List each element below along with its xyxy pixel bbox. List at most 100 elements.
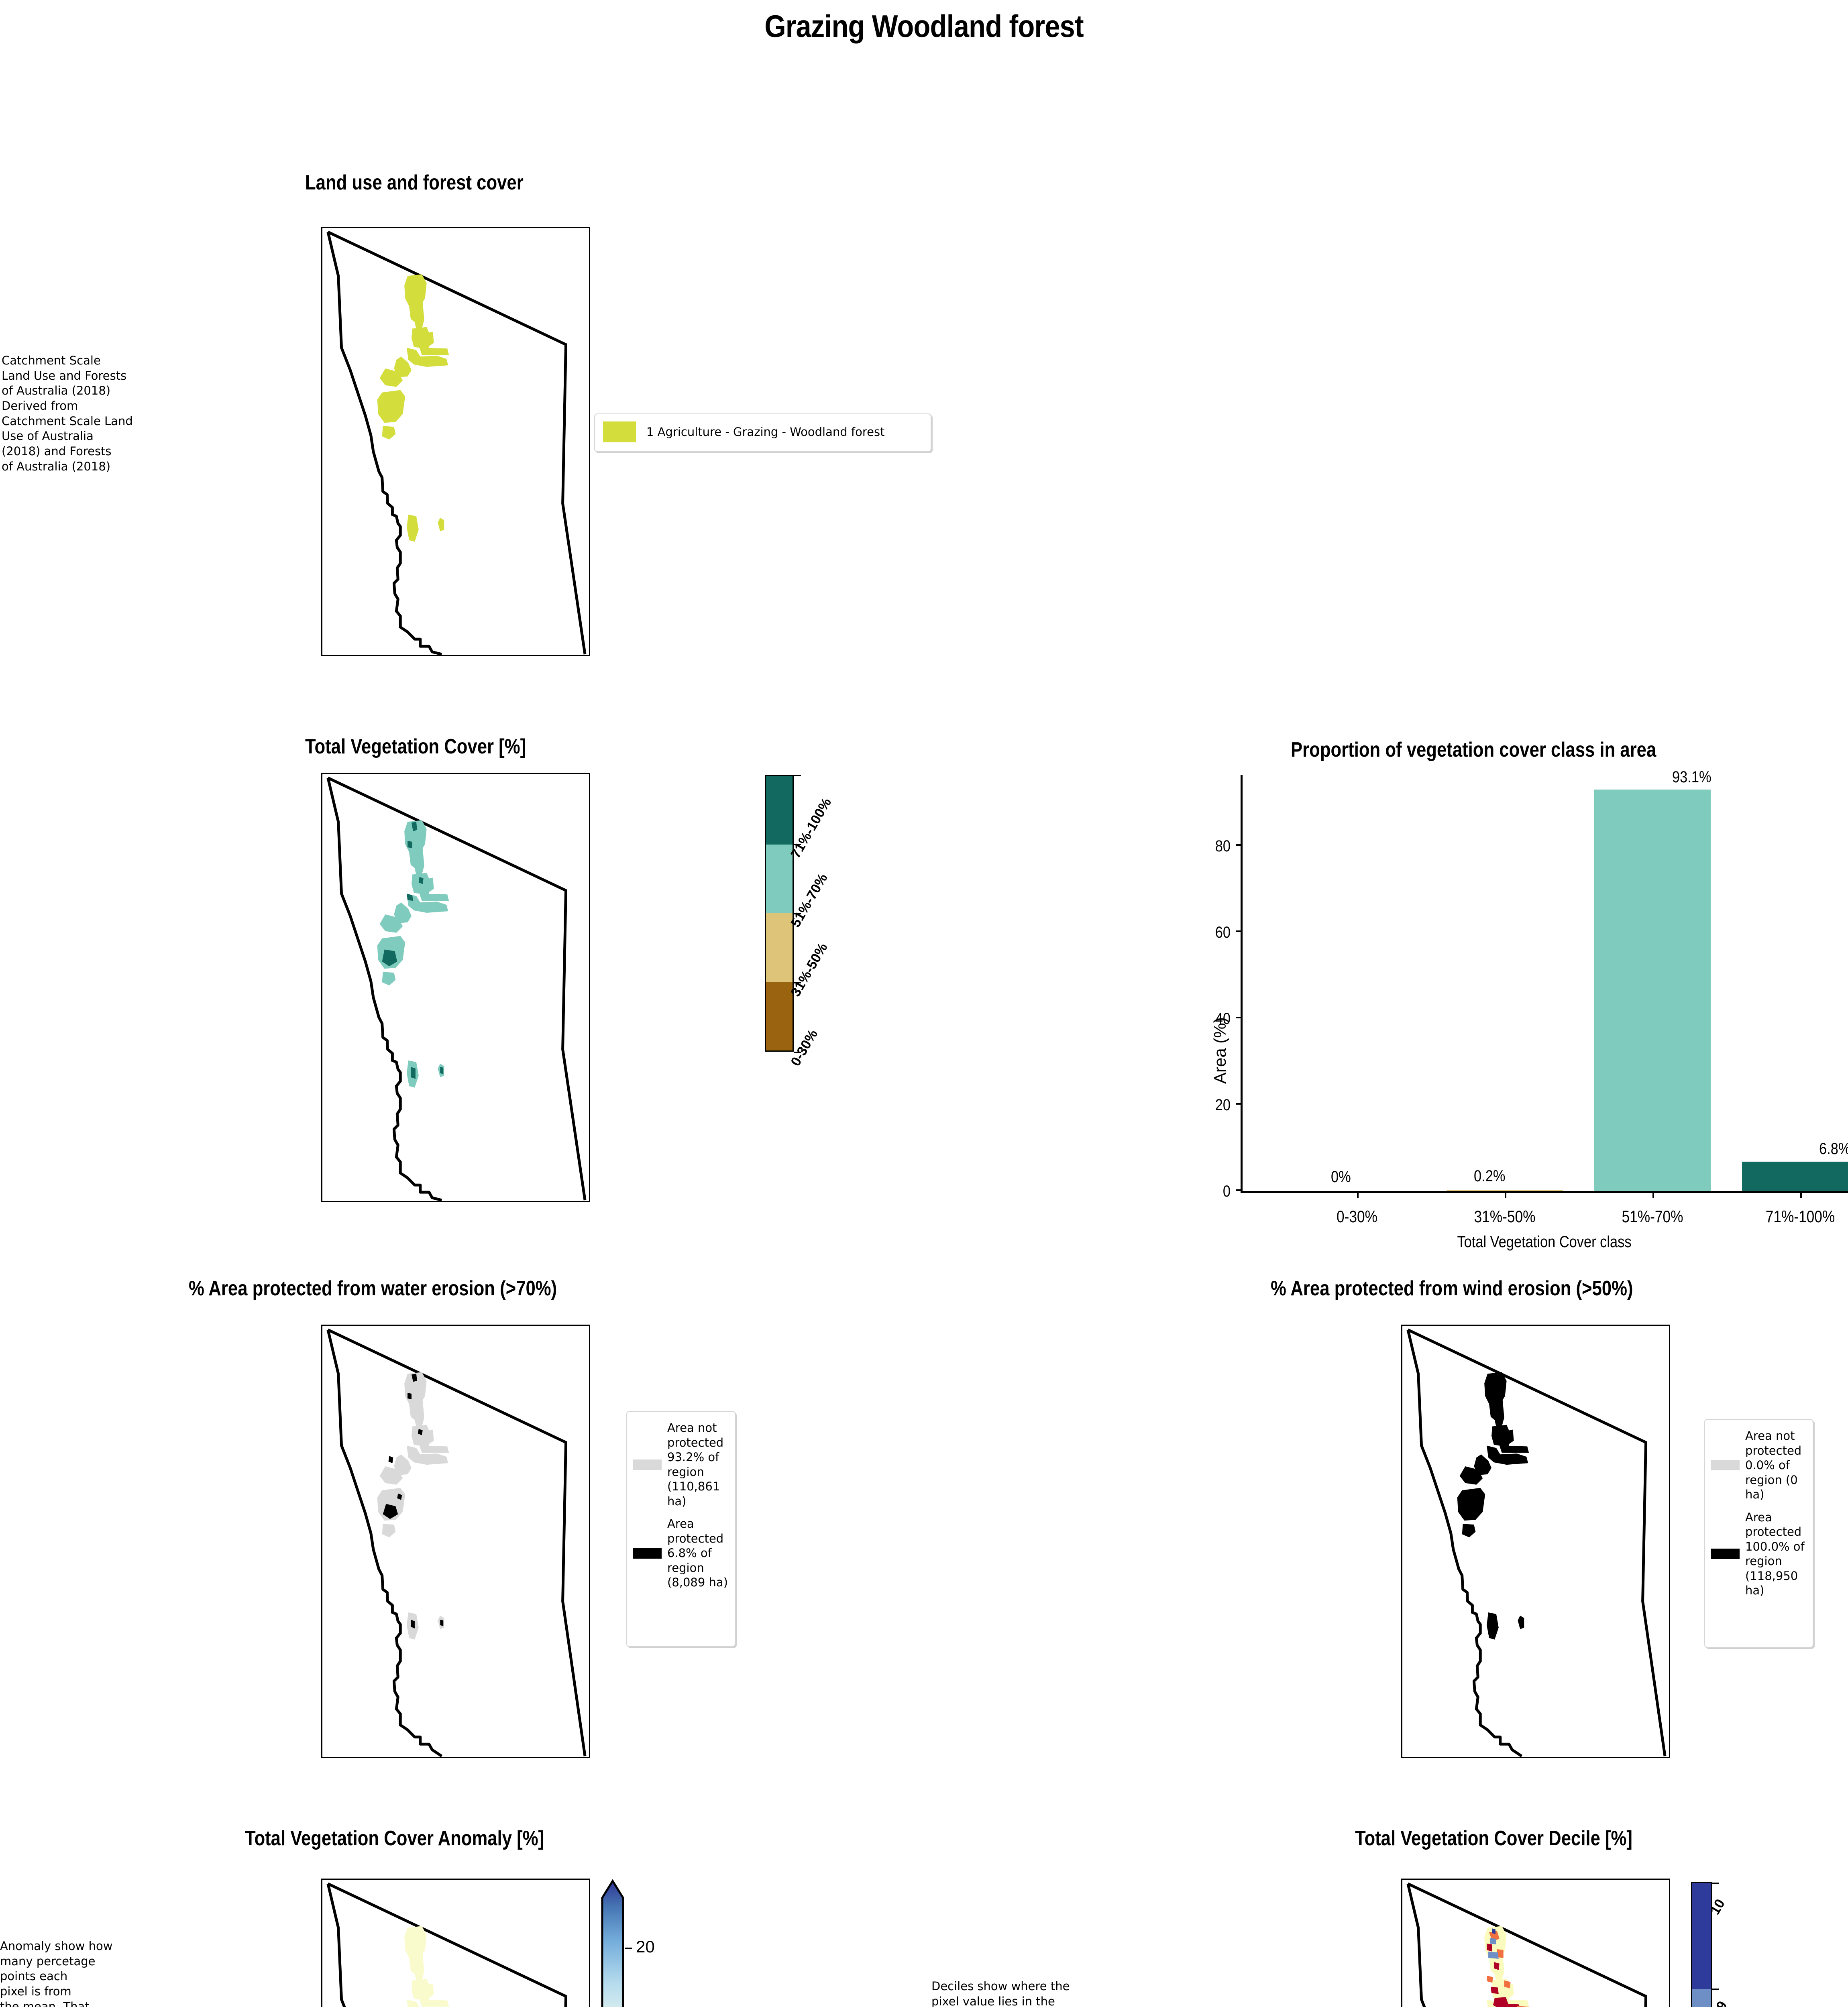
legend-item-not-protected: Area not protected 0.0% of region (0 ha) xyxy=(1705,1420,1813,1506)
map-tick xyxy=(1401,1900,1402,1901)
bar-data-label-0-30: 0% xyxy=(1331,1168,1351,1186)
decile-pixels-2-3 xyxy=(1487,1931,1529,2007)
wind-erosion-map[interactable] xyxy=(1401,1325,1670,1758)
barchart-y-tick xyxy=(1236,1189,1243,1191)
decile-side-note: Deciles show where the pixel value lies … xyxy=(931,1979,1070,2007)
bar-71-100[interactable] xyxy=(1742,1162,1848,1191)
map-tick xyxy=(321,1413,322,1415)
colorbar-segment-0-30 xyxy=(766,982,793,1050)
bar-51-70[interactable] xyxy=(1594,790,1711,1191)
colorbar-tick xyxy=(794,844,801,845)
anomaly-map[interactable] xyxy=(321,1879,590,2007)
legend-label-protected: Area protected 100.0% of region (118,950… xyxy=(1745,1510,1805,1598)
legend-swatch-protected xyxy=(1711,1549,1740,1559)
wind-erosion-legend: Area not protected 0.0% of region (0 ha)… xyxy=(1704,1419,1813,1648)
map-tick xyxy=(1401,1967,1402,1968)
map-tick xyxy=(1555,1757,1556,1758)
map-tick xyxy=(321,1063,322,1064)
colorbar-label-31-50: 31%-50% xyxy=(788,940,831,999)
land-use-map[interactable] xyxy=(321,227,590,656)
colorbar-segment-31-50 xyxy=(766,913,793,982)
colorbar-tick xyxy=(794,913,801,914)
wind-erosion-panel-title: % Area protected from wind erosion (>50%… xyxy=(1271,1277,1633,1300)
wind-erosion-protected-pixels xyxy=(1457,1372,1529,1640)
barchart-y-tick xyxy=(1236,1017,1243,1018)
map-tick xyxy=(383,1201,384,1202)
barchart-x-tick xyxy=(1505,1191,1506,1198)
legend-label-not-protected: Area not protected 93.2% of region (110,… xyxy=(667,1421,724,1508)
barchart-y-tick-label: 0 xyxy=(1222,1183,1231,1200)
map-tick xyxy=(1643,1757,1644,1758)
legend-item-not-protected: Area not protected 93.2% of region (110,… xyxy=(627,1412,735,1512)
decile-pixels-8-9 xyxy=(1488,1938,1499,1959)
decile-colorbar xyxy=(1691,1882,1712,2007)
map-tick xyxy=(321,798,322,799)
map-tick xyxy=(563,655,564,656)
barchart-y-tick-label: 40 xyxy=(1215,1010,1231,1028)
map-tick xyxy=(321,886,322,887)
legend-label: 1 Agriculture - Grazing - Woodland fores… xyxy=(646,425,885,439)
map-tick xyxy=(321,1616,322,1618)
colorbar-tick xyxy=(1712,1989,1719,1990)
colorbar-segment-8-9 xyxy=(1692,1989,1711,2007)
barchart-x-tick xyxy=(1800,1191,1802,1198)
bar-31-50[interactable] xyxy=(1447,1190,1563,1191)
barchart-y-tick-label: 80 xyxy=(1215,837,1231,855)
decile-panel-title: Total Vegetation Cover Decile [%] xyxy=(1355,1827,1632,1850)
water-erosion-map[interactable] xyxy=(321,1325,590,1758)
map-tick xyxy=(1463,1757,1464,1758)
veg-cover-colorbar xyxy=(765,775,794,1052)
veg-cover-panel-title: Total Vegetation Cover [%] xyxy=(305,735,526,758)
legend-swatch-not-protected xyxy=(1711,1460,1740,1471)
colorbar-tick xyxy=(1712,1883,1719,1884)
decile-map[interactable] xyxy=(1401,1879,1670,2007)
colorbar-tick xyxy=(794,1052,801,1053)
map-tick xyxy=(321,1900,322,1901)
map-tick xyxy=(321,975,322,976)
map-tick xyxy=(383,1757,384,1758)
land-use-class-pixels xyxy=(377,274,449,542)
map-tick xyxy=(563,1201,564,1202)
decile-pixels-1 xyxy=(1487,1944,1520,2007)
barchart-x-tick-label-0-30: 0-30% xyxy=(1337,1207,1377,1226)
bar-data-label-71-100: 6.8% xyxy=(1819,1140,1848,1158)
bar-data-label-31-50: 0.2% xyxy=(1474,1167,1506,1185)
barchart-y-tick xyxy=(1236,844,1243,846)
map-tick xyxy=(321,1549,322,1550)
anomaly-pixels xyxy=(404,1926,449,2007)
legend-label-not-protected: Area not protected 0.0% of region (0 ha) xyxy=(1745,1429,1802,1502)
barchart-x-tick xyxy=(1652,1191,1654,1198)
map-tick xyxy=(1401,1482,1402,1483)
map-tick xyxy=(1401,1413,1402,1415)
barchart-y-tick xyxy=(1236,930,1243,932)
legend-item-protected: Area protected 6.8% of region (8,089 ha) xyxy=(627,1512,735,1596)
map-tick xyxy=(321,332,322,334)
decile-pixels-10 xyxy=(1492,1928,1496,1934)
colorbar-segment-10 xyxy=(1692,1883,1711,1989)
page-title: Grazing Woodland forest xyxy=(764,8,1084,44)
barchart-y-tick-label: 60 xyxy=(1215,924,1231,941)
map-tick xyxy=(321,1482,322,1483)
land-use-panel-title: Land use and forest cover xyxy=(305,171,524,194)
map-tick xyxy=(1401,1549,1402,1550)
map-tick xyxy=(321,437,322,438)
map-tick xyxy=(475,655,476,656)
barchart-y-tick xyxy=(1236,1103,1243,1105)
legend-item-protected: Area protected 100.0% of region (118,950… xyxy=(1705,1506,1813,1604)
veg-cover-map[interactable] xyxy=(321,773,590,1202)
water-erosion-protected-pixels xyxy=(383,1374,444,1628)
map-tick xyxy=(1401,1616,1402,1618)
barchart-title: Proportion of vegetation cover class in … xyxy=(1291,738,1656,761)
anomaly-panel-title: Total Vegetation Cover Anomaly [%] xyxy=(245,1827,544,1850)
colorbar-tick xyxy=(625,1948,632,1949)
legend-swatch-landuse-class xyxy=(603,421,636,442)
map-tick xyxy=(563,1757,564,1758)
barchart-x-axis-label: Total Vegetation Cover class xyxy=(1457,1233,1632,1251)
anomaly-side-note: Anomaly show how many percetage points e… xyxy=(0,1939,113,2007)
barchart-x-tick-label-31-50: 31%-50% xyxy=(1474,1207,1536,1226)
colorbar-segment-71-100 xyxy=(766,776,793,845)
colorbar-label-71-100: 71%-100% xyxy=(788,795,835,861)
legend-item: 1 Agriculture - Grazing - Woodland fores… xyxy=(595,414,931,450)
legend-swatch-not-protected xyxy=(633,1459,662,1470)
map-tick xyxy=(475,1757,476,1758)
